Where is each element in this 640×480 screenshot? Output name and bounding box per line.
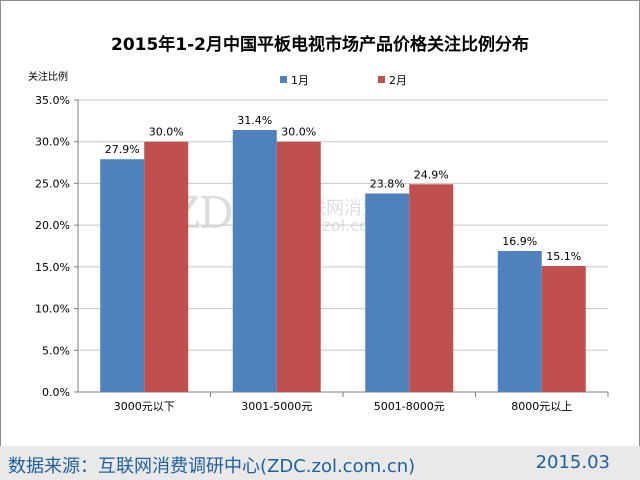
bar-2月-8000元以上 [541,266,586,392]
y-axis-label: 关注比例 [28,70,68,83]
bar-chart: 0.0% 5.0% 10.0% 15.0% 20.0% 25.0% 30.0% 35.0% 关注… [28,70,609,413]
data-label: 24.9% [414,168,449,181]
y-tick-label: 10.0% [35,303,70,316]
legend-label: 1月 [291,74,309,87]
footer-date: 2015.03 [535,452,610,473]
y-tick-label: 35.0% [35,94,70,107]
data-label: 31.4% [237,114,272,127]
chart-title: 2015年1-2月中国平板电视市场产品价格关注比例分布 [110,35,530,55]
bar-1月-3001-5000元 [232,130,277,392]
data-label: 23.8% [370,177,405,190]
bar-2月-3000元以下 [144,141,189,392]
bar-2月-3001-5000元 [276,141,321,392]
legend-swatch [378,76,385,83]
legend-swatch [280,76,287,83]
data-label: 15.1% [546,250,581,263]
data-label: 16.9% [502,235,537,248]
data-label: 27.9% [105,143,140,156]
x-tick-label: 3001-5000元 [241,400,312,413]
y-tick-label: 20.0% [35,219,70,232]
x-tick-label: 5001-8000元 [374,400,445,413]
bar-1月-5001-8000元 [365,193,410,392]
bar-1月-3000元以下 [100,159,145,392]
data-label: 30.0% [281,126,316,139]
footer-bar [0,446,640,480]
x-tick-label: 8000元以上 [511,400,572,413]
y-tick-label: 25.0% [35,177,70,190]
legend-label: 2月 [389,74,407,87]
y-tick-label: 30.0% [35,136,70,149]
data-label: 30.0% [149,126,184,139]
y-tick-label: 5.0% [42,344,70,357]
footer-source: 数据来源：互联网消费调研中心(ZDC.zol.com.cn) [8,456,416,477]
bar-1月-8000元以上 [497,251,542,392]
bar-2月-5001-8000元 [409,184,454,392]
y-tick-label: 0.0% [42,386,70,399]
y-tick-label: 15.0% [35,261,70,274]
x-tick-label: 3000元以下 [114,400,175,413]
